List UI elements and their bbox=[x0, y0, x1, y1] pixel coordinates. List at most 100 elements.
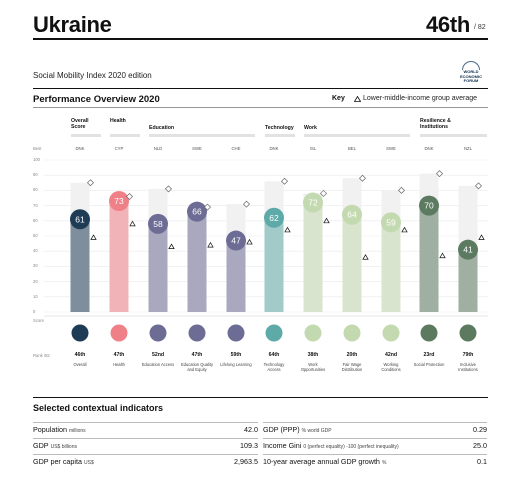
score-value: 58 bbox=[153, 219, 163, 229]
score-bubble bbox=[264, 207, 284, 228]
indicators-divider bbox=[33, 397, 488, 398]
y-tick-label: 100 bbox=[33, 157, 40, 162]
pillar-rank: 42nd bbox=[384, 352, 398, 358]
best-country-label: CHE bbox=[231, 146, 241, 151]
group-average-icon bbox=[207, 241, 214, 248]
pillar-name: Social Protection bbox=[413, 362, 445, 367]
pillar-rank: 79th bbox=[462, 352, 474, 358]
best-country-label: NZL bbox=[463, 146, 473, 151]
y-tick-label: 20 bbox=[33, 278, 38, 284]
best-country-label: SWE bbox=[386, 146, 396, 151]
pillar-rank: 52nd bbox=[151, 352, 165, 358]
category-work: Work bbox=[304, 125, 317, 131]
pillar-dot bbox=[304, 324, 322, 342]
pillar-dot bbox=[227, 324, 245, 342]
best-country-label: DNK bbox=[424, 146, 434, 151]
y-tick-label: 60 bbox=[33, 217, 38, 223]
category-health: Health bbox=[110, 118, 126, 124]
group-average-icon bbox=[478, 234, 485, 240]
best-marker-icon bbox=[243, 200, 250, 208]
wef-logo: WORLD ECONOMIC FORUM bbox=[456, 61, 486, 84]
overall-rank: 46th bbox=[426, 12, 471, 37]
pillar-name: Inclusive Institutions bbox=[458, 362, 478, 372]
best-country-label: DNK bbox=[269, 146, 279, 151]
score-bar bbox=[187, 211, 207, 312]
pillar-name: Work Opportunities bbox=[300, 362, 326, 372]
performance-title: Performance Overview 2020 bbox=[33, 94, 160, 105]
pillar-name: Technology Access bbox=[263, 362, 285, 372]
key-label: Key bbox=[332, 95, 345, 102]
pillar-rank: 23rd bbox=[423, 352, 435, 358]
score-bubble bbox=[342, 204, 362, 225]
rank-axis-label: Rank /82 bbox=[33, 353, 50, 358]
key-triangle-icon bbox=[354, 96, 361, 102]
category-overall: Overall Score bbox=[71, 118, 89, 130]
group-average-icon bbox=[362, 254, 369, 260]
pillar-rank: 46th bbox=[74, 352, 86, 358]
pillar-name: Working Conditions bbox=[381, 362, 401, 372]
pillar-rank: 38th bbox=[307, 352, 319, 358]
score-value: 66 bbox=[192, 207, 202, 217]
best-country-label: NLD bbox=[153, 146, 163, 151]
indicator-gdp-ppp: GDP (PPP)% world GDP 0.29 bbox=[263, 422, 487, 436]
best-country-label: BEL bbox=[347, 146, 357, 151]
performance-divider bbox=[33, 107, 488, 108]
score-bar bbox=[264, 217, 284, 312]
pillar-rank: 47th bbox=[191, 352, 203, 358]
best-country-label: DNK bbox=[75, 146, 85, 151]
pillar-rank: 64th bbox=[268, 352, 280, 358]
best-country-label: SWE bbox=[192, 146, 202, 151]
score-bubble bbox=[187, 201, 207, 222]
pillar-dot bbox=[265, 324, 283, 342]
score-value: 62 bbox=[269, 213, 279, 223]
indicator-gdp: GDP US$ billions 109.3 bbox=[33, 438, 258, 452]
country-title: Ukraine bbox=[33, 12, 112, 37]
pillar-dot bbox=[149, 324, 167, 342]
best-country-label: ISL bbox=[309, 146, 317, 151]
group-average-icon bbox=[401, 226, 408, 233]
indicators-title: Selected contextual indicators bbox=[33, 403, 164, 413]
best-marker-icon bbox=[320, 189, 327, 197]
logo-line-2: ECONOMIC bbox=[460, 73, 482, 79]
score-bubble bbox=[419, 195, 439, 216]
logo-line-3: FORUM bbox=[463, 78, 479, 84]
best-marker-icon bbox=[281, 177, 288, 185]
score-bar bbox=[381, 222, 401, 312]
pillar-dot bbox=[188, 324, 206, 342]
best-marker-icon bbox=[87, 179, 94, 187]
y-tick-label: 70 bbox=[33, 202, 38, 208]
group-average-icon bbox=[439, 252, 446, 259]
y-tick-label: 40 bbox=[33, 248, 38, 254]
pillar-name: Overall bbox=[73, 362, 87, 367]
y-tick-label: 0 bbox=[33, 309, 36, 314]
indicator-gdp-per-capita: GDP per capita US$ 2,963.5 bbox=[33, 454, 258, 468]
category-resilience: Resilience & Institutions bbox=[420, 118, 451, 130]
score-bar bbox=[226, 240, 246, 312]
score-bar bbox=[342, 214, 362, 312]
score-axis-label: Score bbox=[33, 318, 44, 323]
group-average-icon bbox=[284, 226, 291, 233]
best-marker-icon bbox=[398, 186, 405, 194]
y-tick-label: 10 bbox=[33, 293, 38, 299]
score-bubble bbox=[226, 230, 246, 251]
pillar-dot bbox=[459, 324, 477, 342]
y-tick-label: 50 bbox=[33, 233, 38, 238]
score-value: 73 bbox=[114, 196, 124, 206]
pillar-dot bbox=[110, 324, 128, 342]
best-country-label: CYP bbox=[114, 146, 124, 151]
pillar-rank: 59th bbox=[230, 352, 242, 358]
score-bubble bbox=[303, 192, 323, 213]
category-underline bbox=[420, 134, 487, 137]
score-bubble bbox=[458, 239, 478, 260]
score-bar bbox=[303, 202, 323, 312]
section-divider bbox=[33, 88, 488, 89]
pillar-dot bbox=[71, 324, 89, 342]
performance-chart: 61 73 58 66 47 62 72 64 59 70 41 bbox=[44, 159, 488, 342]
score-value: 47 bbox=[231, 236, 241, 246]
pillar-dot bbox=[382, 324, 400, 342]
score-value: 70 bbox=[424, 201, 434, 211]
indicator-population: Population millions 42.0 bbox=[33, 422, 258, 436]
category-underline bbox=[149, 134, 255, 137]
score-bubble bbox=[109, 191, 129, 212]
y-tick-label: 30 bbox=[33, 263, 38, 269]
